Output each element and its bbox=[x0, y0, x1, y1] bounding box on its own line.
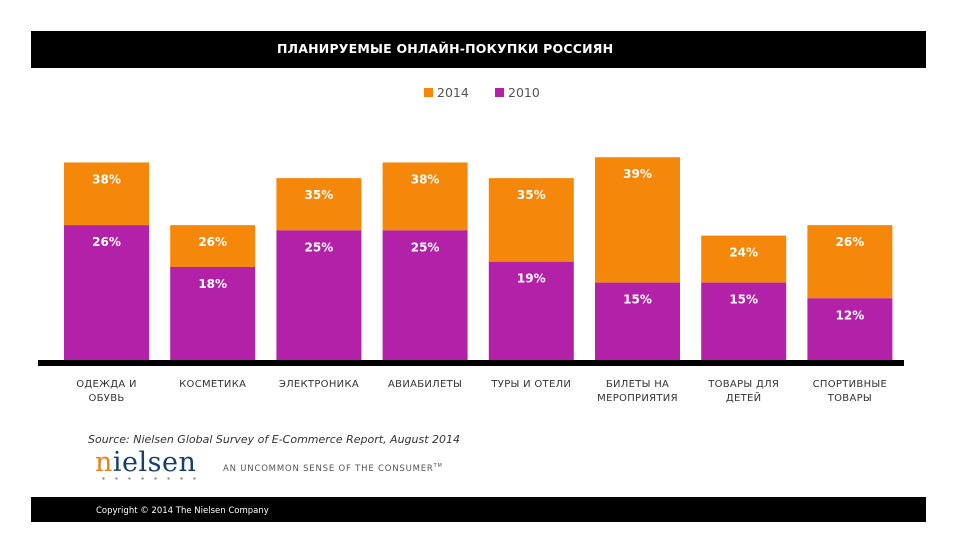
tagline-text: AN UNCOMMON SENSE OF THE CONSUMER bbox=[223, 463, 434, 474]
category-label-1-line-0: КОСМЕТИКА bbox=[179, 379, 246, 390]
chart-title: ПЛАНИРУЕМЫЕ ОНЛАЙН-ПОКУПКИ РОССИЯН bbox=[277, 41, 614, 56]
label-2014-1: 26% bbox=[198, 235, 227, 249]
label-2010-2: 25% bbox=[305, 240, 334, 254]
category-label-7-line-0: СПОРТИВНЫЕ bbox=[813, 379, 888, 390]
x-axis-baseline bbox=[38, 360, 904, 366]
copyright: Copyright © 2014 The Nielsen Company bbox=[96, 506, 269, 516]
label-2014-4: 35% bbox=[517, 188, 546, 202]
bar-2010-4 bbox=[488, 261, 574, 361]
bar-2010-5 bbox=[595, 282, 680, 361]
logo-rest: ielsen bbox=[112, 447, 197, 478]
logo-dots bbox=[97, 477, 203, 480]
label-2014-7: 26% bbox=[836, 235, 865, 249]
category-label-4-line-0: ТУРЫ И ОТЕЛИ bbox=[490, 379, 571, 390]
bar-2014-5 bbox=[595, 157, 680, 283]
legend-label-2014: 2014 bbox=[437, 85, 469, 100]
bar-2010-7 bbox=[807, 298, 893, 361]
source-note: Source: Nielsen Global Survey of E-Comme… bbox=[88, 433, 461, 446]
logo-first-letter: n bbox=[95, 447, 113, 478]
label-2010-1: 18% bbox=[198, 277, 227, 291]
label-2014-5: 39% bbox=[623, 167, 652, 181]
category-label-0-line-1: ОБУВЬ bbox=[88, 393, 124, 404]
bar-2014-3 bbox=[382, 162, 468, 231]
bar-2014-7 bbox=[807, 225, 893, 299]
tagline: AN UNCOMMON SENSE OF THE CONSUMERTM bbox=[223, 463, 443, 474]
bar-2010-0 bbox=[64, 225, 149, 361]
label-2010-5: 15% bbox=[623, 293, 652, 307]
category-labels: ОДЕЖДА И ОБУВЬ КОСМЕТИКА ЭЛЕКТРОНИКА АВИАБИЛ… bbox=[76, 379, 887, 404]
tagline-tm: TM bbox=[433, 463, 443, 469]
category-label-7-line-1: ТОВАРЫ bbox=[827, 393, 872, 404]
label-2010-3: 25% bbox=[411, 240, 440, 254]
footer-bar: Copyright © 2014 The Nielsen Company bbox=[31, 497, 926, 522]
category-label-2-line-0: ЭЛЕКТРОНИКА bbox=[279, 379, 359, 390]
value-labels: 38% 26% 26% 18% 35% 25% 38% 25% 35% 19% 39% 15% 24% 1… bbox=[92, 167, 864, 322]
category-label-5-line-1: МЕРОПРИЯТИЯ bbox=[597, 393, 678, 404]
bar-2010-6 bbox=[701, 282, 787, 361]
category-label-6-line-1: ДЕТЕЙ bbox=[726, 391, 762, 404]
bar-2010-2 bbox=[276, 230, 362, 361]
legend-swatch-2010 bbox=[495, 88, 504, 97]
legend: 2014 2010 bbox=[424, 85, 540, 100]
bar-2014-6 bbox=[701, 235, 787, 283]
label-2010-4: 19% bbox=[517, 272, 546, 286]
category-label-3-line-0: АВИАБИЛЕТЫ bbox=[388, 379, 462, 390]
label-2014-3: 38% bbox=[411, 172, 440, 186]
bar-2010-1 bbox=[170, 266, 256, 361]
label-2010-0: 26% bbox=[92, 235, 121, 249]
category-label-5-line-0: БИЛЕТЫ НА bbox=[606, 379, 669, 390]
title-bar: ПЛАНИРУЕМЫЕ ОНЛАЙН-ПОКУПКИ РОССИЯН bbox=[31, 31, 926, 68]
category-label-6-line-0: ТОВАРЫ ДЛЯ bbox=[707, 379, 779, 390]
category-label-0-line-0: ОДЕЖДА И bbox=[76, 379, 137, 390]
label-2010-6: 15% bbox=[729, 293, 758, 307]
brand-block: nielsen AN UNCOMMON SENSE OF THE CONSUME… bbox=[95, 447, 515, 483]
legend-swatch-2014 bbox=[424, 88, 433, 97]
bar-2014-2 bbox=[276, 178, 362, 231]
label-2010-7: 12% bbox=[836, 308, 865, 322]
legend-label-2010: 2010 bbox=[508, 85, 540, 100]
label-2014-0: 38% bbox=[92, 172, 121, 186]
bar-2014-4 bbox=[488, 178, 574, 262]
label-2014-2: 35% bbox=[305, 188, 334, 202]
bar-2010-3 bbox=[382, 230, 468, 361]
nielsen-logo: nielsen bbox=[95, 447, 196, 478]
bars bbox=[38, 157, 904, 366]
label-2014-6: 24% bbox=[729, 246, 758, 260]
bar-2014-0 bbox=[64, 162, 149, 226]
bar-2014-1 bbox=[170, 225, 256, 267]
